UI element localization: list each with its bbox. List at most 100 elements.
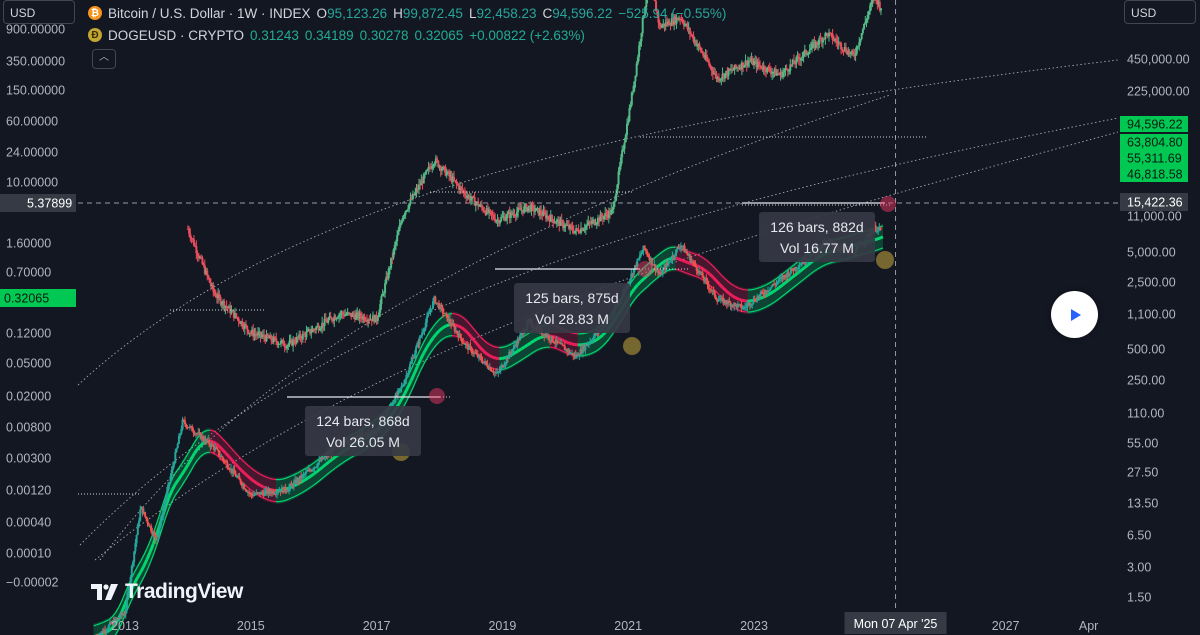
high-value: 99,872.45	[402, 5, 463, 21]
right-axis-tick: 110.00	[1127, 407, 1164, 421]
annotation-vol: Vol 26.05 M	[326, 434, 400, 450]
price-label-bg	[1120, 150, 1188, 166]
left-crosshair-label: 5.37899	[27, 197, 72, 211]
btc-title[interactable]: Bitcoin / U.S. Dollar · 1W · INDEX	[108, 5, 311, 21]
price-label: 63,804.80	[1127, 136, 1183, 150]
play-icon	[1070, 308, 1081, 321]
left-axis-tick: −0.00002	[6, 576, 59, 590]
left-axis-tick: 0.00800	[6, 421, 51, 435]
annotation-box[interactable]: 124 bars, 868d Vol 26.05 M	[305, 406, 421, 456]
doge-series	[186, 0, 883, 353]
annotation-box[interactable]: 125 bars, 875d Vol 28.83 M	[514, 283, 630, 333]
right-crosshair-label: 15,422.36	[1127, 196, 1183, 210]
time-axis-tick: 2023	[740, 619, 768, 633]
open-value: 95,123.26	[327, 5, 388, 21]
right-axis-tick: 225,000.00	[1127, 85, 1190, 99]
close-label: C	[542, 5, 553, 21]
right-axis: 450,000.00 225,000.00 94,596.22 63,804.80 55…	[1120, 53, 1190, 605]
left-axis-tick: 10.00000	[6, 176, 58, 190]
right-axis-tick: 27.50	[1127, 466, 1158, 480]
close-value: 94,596.22	[552, 5, 613, 21]
price-label: 55,311.69	[1127, 152, 1182, 166]
price-label: 46,818.58	[1127, 168, 1183, 182]
left-axis-tick: 0.12000	[6, 327, 51, 341]
play-button[interactable]	[1051, 291, 1098, 338]
doge-low: 0.30278	[359, 27, 409, 43]
doge-legend: Ð DOGEUSD · CRYPTO 0.31243 0.34189 0.302…	[88, 25, 585, 45]
crosshair-value-label-bg	[0, 194, 76, 212]
crosshair-price-label-bg	[1120, 193, 1188, 211]
right-axis-tick: 3.00	[1127, 561, 1151, 575]
left-axis-tick: 0.05000	[6, 357, 51, 371]
annotation-box[interactable]: 126 bars, 882d Vol 16.77 M	[759, 212, 875, 262]
left-axis-tick: 0.00040	[6, 516, 51, 530]
tradingview-logo-icon	[91, 584, 118, 600]
left-axis-tick: 900.00000	[6, 23, 65, 37]
left-axis-tick: 150.00000	[6, 84, 65, 98]
time-axis-tick: 2013	[111, 619, 139, 633]
annotation-bars: 124 bars, 868d	[316, 413, 409, 429]
dogecoin-icon: Ð	[88, 28, 102, 42]
left-axis-tick: 60.00000	[6, 115, 58, 129]
high-label: H	[393, 5, 403, 21]
right-currency-button[interactable]: USD	[1124, 0, 1196, 24]
annotation-bg	[305, 406, 421, 456]
left-axis-tick: 1.60000	[6, 237, 51, 251]
left-currency-button[interactable]: USD	[3, 0, 75, 24]
time-axis: 2013 2015 2017 2019 2021 2023 2027 Apr Mon 07 Ap…	[111, 612, 1098, 634]
cycle-top-marker[interactable]	[880, 196, 896, 212]
right-axis-tick: 250.00	[1127, 374, 1165, 388]
time-axis-tick: 2019	[488, 619, 516, 633]
doge-high: 0.34189	[304, 27, 354, 43]
trendline-mid	[79, 117, 1119, 546]
doge-last-label: 0.32065	[4, 292, 49, 306]
price-label: 94,596.22	[1127, 118, 1183, 132]
left-axis-tick: 0.00300	[6, 452, 51, 466]
crosshair-date-label: Mon 07 Apr '25	[854, 617, 938, 631]
time-axis-tick: 2017	[363, 619, 391, 633]
doge-change: +0.00822 (+2.63%)	[469, 27, 585, 43]
bitcoin-icon: ₿	[88, 6, 102, 20]
price-label-bg	[1120, 134, 1188, 150]
right-axis-tick: 450,000.00	[1127, 53, 1190, 67]
right-axis-tick: 11,000.00	[1127, 210, 1182, 224]
cycle-arrows	[287, 202, 885, 398]
tradingview-logo: TradingView	[91, 580, 243, 604]
btc-change: −525.94 (−0.55%)	[618, 5, 727, 21]
cycle-top-marker[interactable]	[637, 261, 653, 277]
left-axis: 900.00000 350.00000 150.00000 60.00000 24.00…	[0, 23, 76, 590]
doge-open: 0.31243	[250, 27, 299, 43]
trendline-upper	[77, 59, 1119, 386]
right-axis-tick: 1.50	[1127, 591, 1151, 605]
open-label: O	[316, 5, 328, 21]
time-axis-tick: Apr	[1079, 619, 1098, 633]
left-axis-tick: 0.70000	[6, 266, 51, 280]
left-axis-tick: 350.00000	[6, 55, 65, 69]
time-axis-tick: 2021	[614, 619, 642, 633]
right-axis-tick: 6.50	[1127, 529, 1151, 543]
cycle-top-marker[interactable]	[429, 388, 445, 404]
time-axis-tick: 2015	[237, 619, 265, 633]
left-axis-tick: 0.02000	[6, 390, 51, 404]
btc-legend: ₿ Bitcoin / U.S. Dollar · 1W · INDEX O95…	[88, 3, 726, 23]
left-axis-tick: 24.00000	[6, 146, 58, 160]
low-value: 92,458.23	[476, 5, 537, 21]
time-axis-tick: 2027	[992, 619, 1020, 633]
cycle-marker[interactable]	[623, 337, 641, 355]
annotation-bars: 125 bars, 875d	[525, 290, 618, 306]
collapse-legend-button[interactable]: ︿	[92, 49, 116, 69]
doge-title[interactable]: DOGEUSD · CRYPTO	[108, 27, 245, 43]
price-label-bg	[1120, 116, 1188, 132]
right-axis-tick: 13.50	[1127, 497, 1158, 511]
tradingview-logo-text: TradingView	[125, 580, 243, 603]
doge-close: 0.32065	[414, 27, 464, 43]
crosshair-date-bg	[844, 612, 947, 634]
doge-last-label-bg	[0, 289, 76, 307]
right-axis-tick: 500.00	[1127, 343, 1165, 357]
annotation-vol: Vol 16.77 M	[780, 240, 854, 256]
annotation-bars: 126 bars, 882d	[770, 219, 863, 235]
left-axis-tick: 0.00010	[6, 547, 51, 561]
cycle-marker[interactable]	[876, 251, 894, 269]
